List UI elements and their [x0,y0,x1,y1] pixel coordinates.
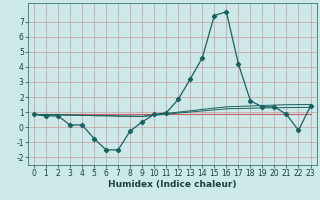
X-axis label: Humidex (Indice chaleur): Humidex (Indice chaleur) [108,180,236,189]
